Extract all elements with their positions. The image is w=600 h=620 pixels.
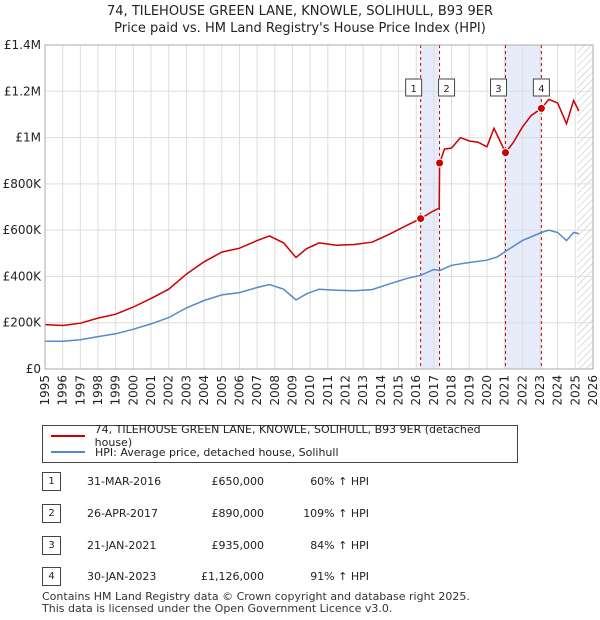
x-tick-label: 2018 <box>445 375 459 406</box>
transaction-hpi: 109% ↑ HPI <box>303 507 369 520</box>
x-tick-label: 2016 <box>409 375 423 406</box>
x-tick-label: 2010 <box>303 375 317 406</box>
x-tick-label: 2013 <box>356 375 370 406</box>
table-row: 1 31-MAR-2016 £650,000 60% ↑ HPI <box>42 472 462 492</box>
sale-point <box>536 103 546 113</box>
sale-label-text: 4 <box>538 84 544 95</box>
property-series-line <box>44 98 580 327</box>
sale-point <box>435 158 445 168</box>
chart-title: 74, TILEHOUSE GREEN LANE, KNOWLE, SOLIHU… <box>107 4 493 19</box>
x-tick-label: 2000 <box>126 375 140 406</box>
transaction-date: 21-JAN-2021 <box>87 539 157 552</box>
x-tick-label: 2002 <box>162 375 176 406</box>
x-tick-label: 2025 <box>568 375 582 406</box>
footer-licence: This data is licensed under the Open Gov… <box>42 602 393 615</box>
x-tick-label: 2009 <box>285 375 299 406</box>
sale-label-box <box>438 78 456 97</box>
x-tick-label: 2011 <box>321 375 335 406</box>
sale-label-text: 2 <box>443 84 449 95</box>
legend-item-hpi: HPI: Average price, detached house, Soli… <box>51 444 339 460</box>
price-chart: 1 2 3 4 £0 £200K £400K £600K £800K £1M £1.2M £1.4M 1… <box>3 38 600 406</box>
legend-label-property: 74, TILEHOUSE GREEN LANE, KNOWLE, SOLIHU… <box>94 423 481 449</box>
x-tick-label: 2007 <box>250 375 264 406</box>
x-tick-label: 2026 <box>586 375 600 406</box>
chart-subtitle: Price paid vs. HM Land Registry's House … <box>114 21 486 36</box>
table-row: 2 26-APR-2017 £890,000 109% ↑ HPI <box>42 504 462 524</box>
y-tick-label: £600K <box>3 223 43 237</box>
x-tick-label: 2001 <box>144 375 158 406</box>
transaction-hpi: 84% ↑ HPI <box>310 539 369 552</box>
x-tick-label: 2022 <box>515 375 529 406</box>
x-tick-label: 2003 <box>179 375 193 406</box>
transaction-date: 31-MAR-2016 <box>87 475 162 488</box>
transaction-price: £1,126,000 <box>201 570 264 583</box>
table-row: 3 21-JAN-2021 £935,000 84% ↑ HPI <box>42 536 462 556</box>
x-tick-label: 2023 <box>533 375 547 406</box>
future-hatch <box>577 45 593 369</box>
transaction-hpi: 91% ↑ HPI <box>310 570 369 583</box>
x-tick-label: 2015 <box>392 375 406 406</box>
sale-label-box <box>532 78 550 97</box>
x-tick-label: 2020 <box>480 375 494 406</box>
transaction-price: £650,000 <box>211 475 265 488</box>
x-tick-label: 2012 <box>339 375 353 406</box>
transaction-price: £890,000 <box>211 507 265 520</box>
x-tick-label: 2017 <box>427 375 441 406</box>
plot-frame <box>44 44 594 370</box>
y-tick-label: £1M <box>15 131 41 145</box>
x-tick-label: 2014 <box>374 375 388 406</box>
y-tick-label: £1.4M <box>4 38 41 52</box>
transaction-date: 30-JAN-2023 <box>87 570 157 583</box>
x-tick-label: 2019 <box>462 375 476 406</box>
legend-swatch-hpi <box>51 451 85 453</box>
y-tick-label: £400K <box>3 269 43 283</box>
sale-label-box <box>489 78 507 97</box>
shaded-period <box>420 45 440 369</box>
sale-point <box>416 214 426 224</box>
y-tick-label: £1.2M <box>4 84 41 98</box>
sale-label-text: 3 <box>495 84 501 95</box>
y-tick-label: £0 <box>26 362 41 376</box>
footer: Contains HM Land Registry data © Crown c… <box>42 591 470 615</box>
transaction-badge: 4 <box>42 567 61 586</box>
x-tick-label: 2008 <box>268 375 282 406</box>
x-tick-label: 2004 <box>197 375 211 406</box>
transaction-price: £935,000 <box>211 539 265 552</box>
y-tick-label: £200K <box>3 316 43 330</box>
legend-swatch-property <box>51 435 85 437</box>
sale-label-text: 1 <box>410 84 416 95</box>
sale-label-box <box>405 78 423 97</box>
legend-item-property: 74, TILEHOUSE GREEN LANE, KNOWLE, SOLIHU… <box>51 423 517 449</box>
sale-point <box>500 148 510 158</box>
legend-label-hpi: HPI: Average price, detached house, Soli… <box>95 445 339 459</box>
x-tick-label: 1998 <box>91 375 105 406</box>
footer-copyright: Contains HM Land Registry data © Crown c… <box>42 590 470 603</box>
transaction-badge: 1 <box>42 472 61 491</box>
x-tick-label: 1999 <box>109 375 123 406</box>
x-tick-label: 1995 <box>38 375 52 406</box>
transaction-date: 26-APR-2017 <box>87 507 159 520</box>
x-tick-label: 2005 <box>215 375 229 406</box>
y-tick-label: £800K <box>3 177 43 191</box>
x-tick-label: 2006 <box>232 375 246 406</box>
transaction-badge: 3 <box>42 536 61 555</box>
x-tick-label: 2024 <box>551 375 565 406</box>
legend: 74, TILEHOUSE GREEN LANE, KNOWLE, SOLIHU… <box>42 423 518 463</box>
plot-area <box>45 45 593 369</box>
transaction-badge: 2 <box>42 504 61 523</box>
x-tick-label: 1997 <box>73 375 87 406</box>
transaction-hpi: 60% ↑ HPI <box>310 475 369 488</box>
hpi-series-line <box>45 229 580 342</box>
table-row: 4 30-JAN-2023 £1,126,000 91% ↑ HPI <box>42 567 462 587</box>
shaded-period <box>505 45 542 369</box>
x-tick-label: 2021 <box>498 375 512 406</box>
x-tick-label: 1996 <box>56 375 70 406</box>
